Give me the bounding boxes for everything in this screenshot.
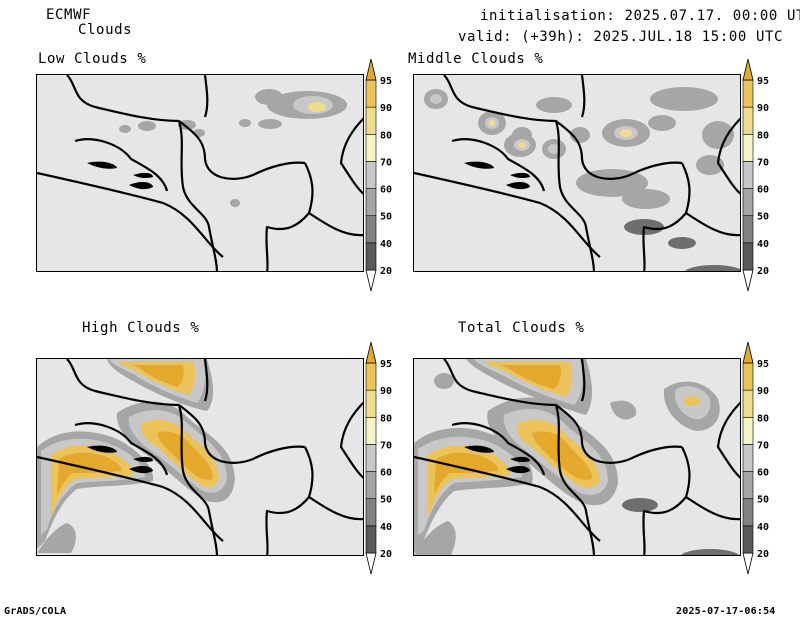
colorbar-swatch bbox=[742, 161, 754, 189]
colorbar-swatch bbox=[742, 389, 754, 418]
colorbar-swatch bbox=[742, 471, 754, 500]
colorbar-tick-label: 95 bbox=[380, 76, 392, 87]
colorbar-svg: 20 40 50 60 70 80 90 95 bbox=[365, 58, 392, 292]
colorbar-swatch bbox=[365, 444, 377, 472]
panel-title-middle: Middle Clouds % bbox=[408, 51, 544, 67]
colorbar-tick-label: 50 bbox=[757, 495, 769, 506]
map-middle-clouds bbox=[413, 74, 741, 272]
map-total-clouds bbox=[413, 358, 741, 556]
panel-title-high: High Clouds % bbox=[82, 320, 200, 336]
colorbar-tick-label: 60 bbox=[757, 468, 769, 479]
colorbar-swatch bbox=[742, 416, 754, 445]
colorbar-tick-label: 90 bbox=[380, 386, 392, 397]
colorbar-low: 20 40 50 60 70 80 90 95 bbox=[364, 58, 410, 292]
colorbar-swatch bbox=[365, 188, 377, 217]
colorbar-swatch bbox=[742, 498, 754, 527]
colorbar-swatch bbox=[365, 79, 377, 108]
map-low-clouds bbox=[36, 74, 364, 272]
colorbar-tick-label: 70 bbox=[757, 440, 769, 451]
colorbar-tick-label: 20 bbox=[757, 266, 769, 277]
colorbar-tick-label: 60 bbox=[757, 185, 769, 196]
colorbar-swatch bbox=[742, 362, 754, 391]
colorbar-tick-label: 90 bbox=[757, 103, 769, 114]
colorbar-svg: 20 40 50 60 70 80 90 95 bbox=[742, 58, 769, 292]
colorbar-swatch bbox=[365, 341, 377, 364]
colorbar-tick-label: 50 bbox=[757, 212, 769, 223]
field-label: Clouds bbox=[78, 22, 133, 38]
colorbar-swatch bbox=[365, 58, 377, 81]
colorbar-swatch bbox=[742, 269, 754, 292]
colorbar-swatch bbox=[742, 215, 754, 244]
colorbar-swatch bbox=[742, 341, 754, 364]
colorbar-tick-label: 95 bbox=[757, 359, 769, 370]
colorbar-tick-label: 90 bbox=[757, 386, 769, 397]
colorbar-tick-label: 80 bbox=[380, 413, 392, 424]
panel-title-low: Low Clouds % bbox=[38, 51, 147, 67]
colorbar-swatch bbox=[365, 389, 377, 418]
panel-title-total: Total Clouds % bbox=[458, 320, 585, 336]
colorbar-swatch bbox=[742, 188, 754, 217]
colorbar-swatch bbox=[365, 106, 377, 135]
initialisation-time: initialisation: 2025.07.17. 00:00 UTC bbox=[480, 8, 800, 24]
colorbar-tick-label: 90 bbox=[380, 103, 392, 114]
colorbar-swatch bbox=[365, 269, 377, 292]
colorbar-tick-label: 50 bbox=[380, 495, 392, 506]
colorbar-tick-label: 80 bbox=[380, 130, 392, 141]
colorbar-svg: 20 40 50 60 70 80 90 95 bbox=[742, 341, 769, 575]
colorbar-tick-label: 70 bbox=[380, 440, 392, 451]
colorbar-middle: 20 40 50 60 70 80 90 95 bbox=[741, 58, 787, 292]
footer-credit: GrADS/COLA bbox=[4, 606, 67, 617]
colorbar-tick-label: 40 bbox=[380, 522, 392, 533]
colorbar-tick-label: 40 bbox=[757, 522, 769, 533]
colorbar-swatch bbox=[365, 471, 377, 500]
colorbar-tick-label: 95 bbox=[757, 76, 769, 87]
colorbar-swatch bbox=[365, 215, 377, 244]
colorbar-swatch bbox=[365, 416, 377, 445]
valid-time: valid: (+39h): 2025.JUL.18 15:00 UTC bbox=[458, 29, 784, 45]
colorbar-swatch bbox=[365, 362, 377, 391]
colorbar-tick-label: 40 bbox=[757, 239, 769, 250]
colorbar-swatch bbox=[742, 525, 754, 554]
map-high-clouds bbox=[36, 358, 364, 556]
colorbar-tick-label: 20 bbox=[380, 266, 392, 277]
colorbar-swatch bbox=[742, 106, 754, 135]
colorbar-tick-label: 60 bbox=[380, 468, 392, 479]
model-label: ECMWF bbox=[46, 7, 92, 23]
colorbar-swatch bbox=[365, 242, 377, 271]
colorbar-swatch bbox=[742, 133, 754, 162]
colorbar-swatch bbox=[365, 133, 377, 162]
colorbar-tick-label: 95 bbox=[380, 359, 392, 370]
colorbar-swatch bbox=[742, 242, 754, 271]
footer-timestamp: 2025-07-17-06:54 bbox=[676, 606, 776, 617]
colorbar-tick-label: 50 bbox=[380, 212, 392, 223]
colorbar-swatch bbox=[742, 79, 754, 108]
colorbar-high: 20 40 50 60 70 80 90 95 bbox=[364, 341, 410, 575]
colorbar-tick-label: 80 bbox=[757, 413, 769, 424]
colorbar-tick-label: 20 bbox=[757, 549, 769, 560]
colorbar-tick-label: 70 bbox=[757, 157, 769, 168]
colorbar-swatch bbox=[365, 498, 377, 527]
colorbar-tick-label: 70 bbox=[380, 157, 392, 168]
colorbar-total: 20 40 50 60 70 80 90 95 bbox=[741, 341, 787, 575]
colorbar-swatch bbox=[742, 552, 754, 575]
colorbar-swatch bbox=[742, 444, 754, 472]
colorbar-tick-label: 40 bbox=[380, 239, 392, 250]
colorbar-swatch bbox=[742, 58, 754, 81]
colorbar-tick-label: 20 bbox=[380, 549, 392, 560]
colorbar-swatch bbox=[365, 552, 377, 575]
colorbar-tick-label: 80 bbox=[757, 130, 769, 141]
colorbar-tick-label: 60 bbox=[380, 185, 392, 196]
colorbar-svg: 20 40 50 60 70 80 90 95 bbox=[365, 341, 392, 575]
colorbar-swatch bbox=[365, 161, 377, 189]
colorbar-swatch bbox=[365, 525, 377, 554]
